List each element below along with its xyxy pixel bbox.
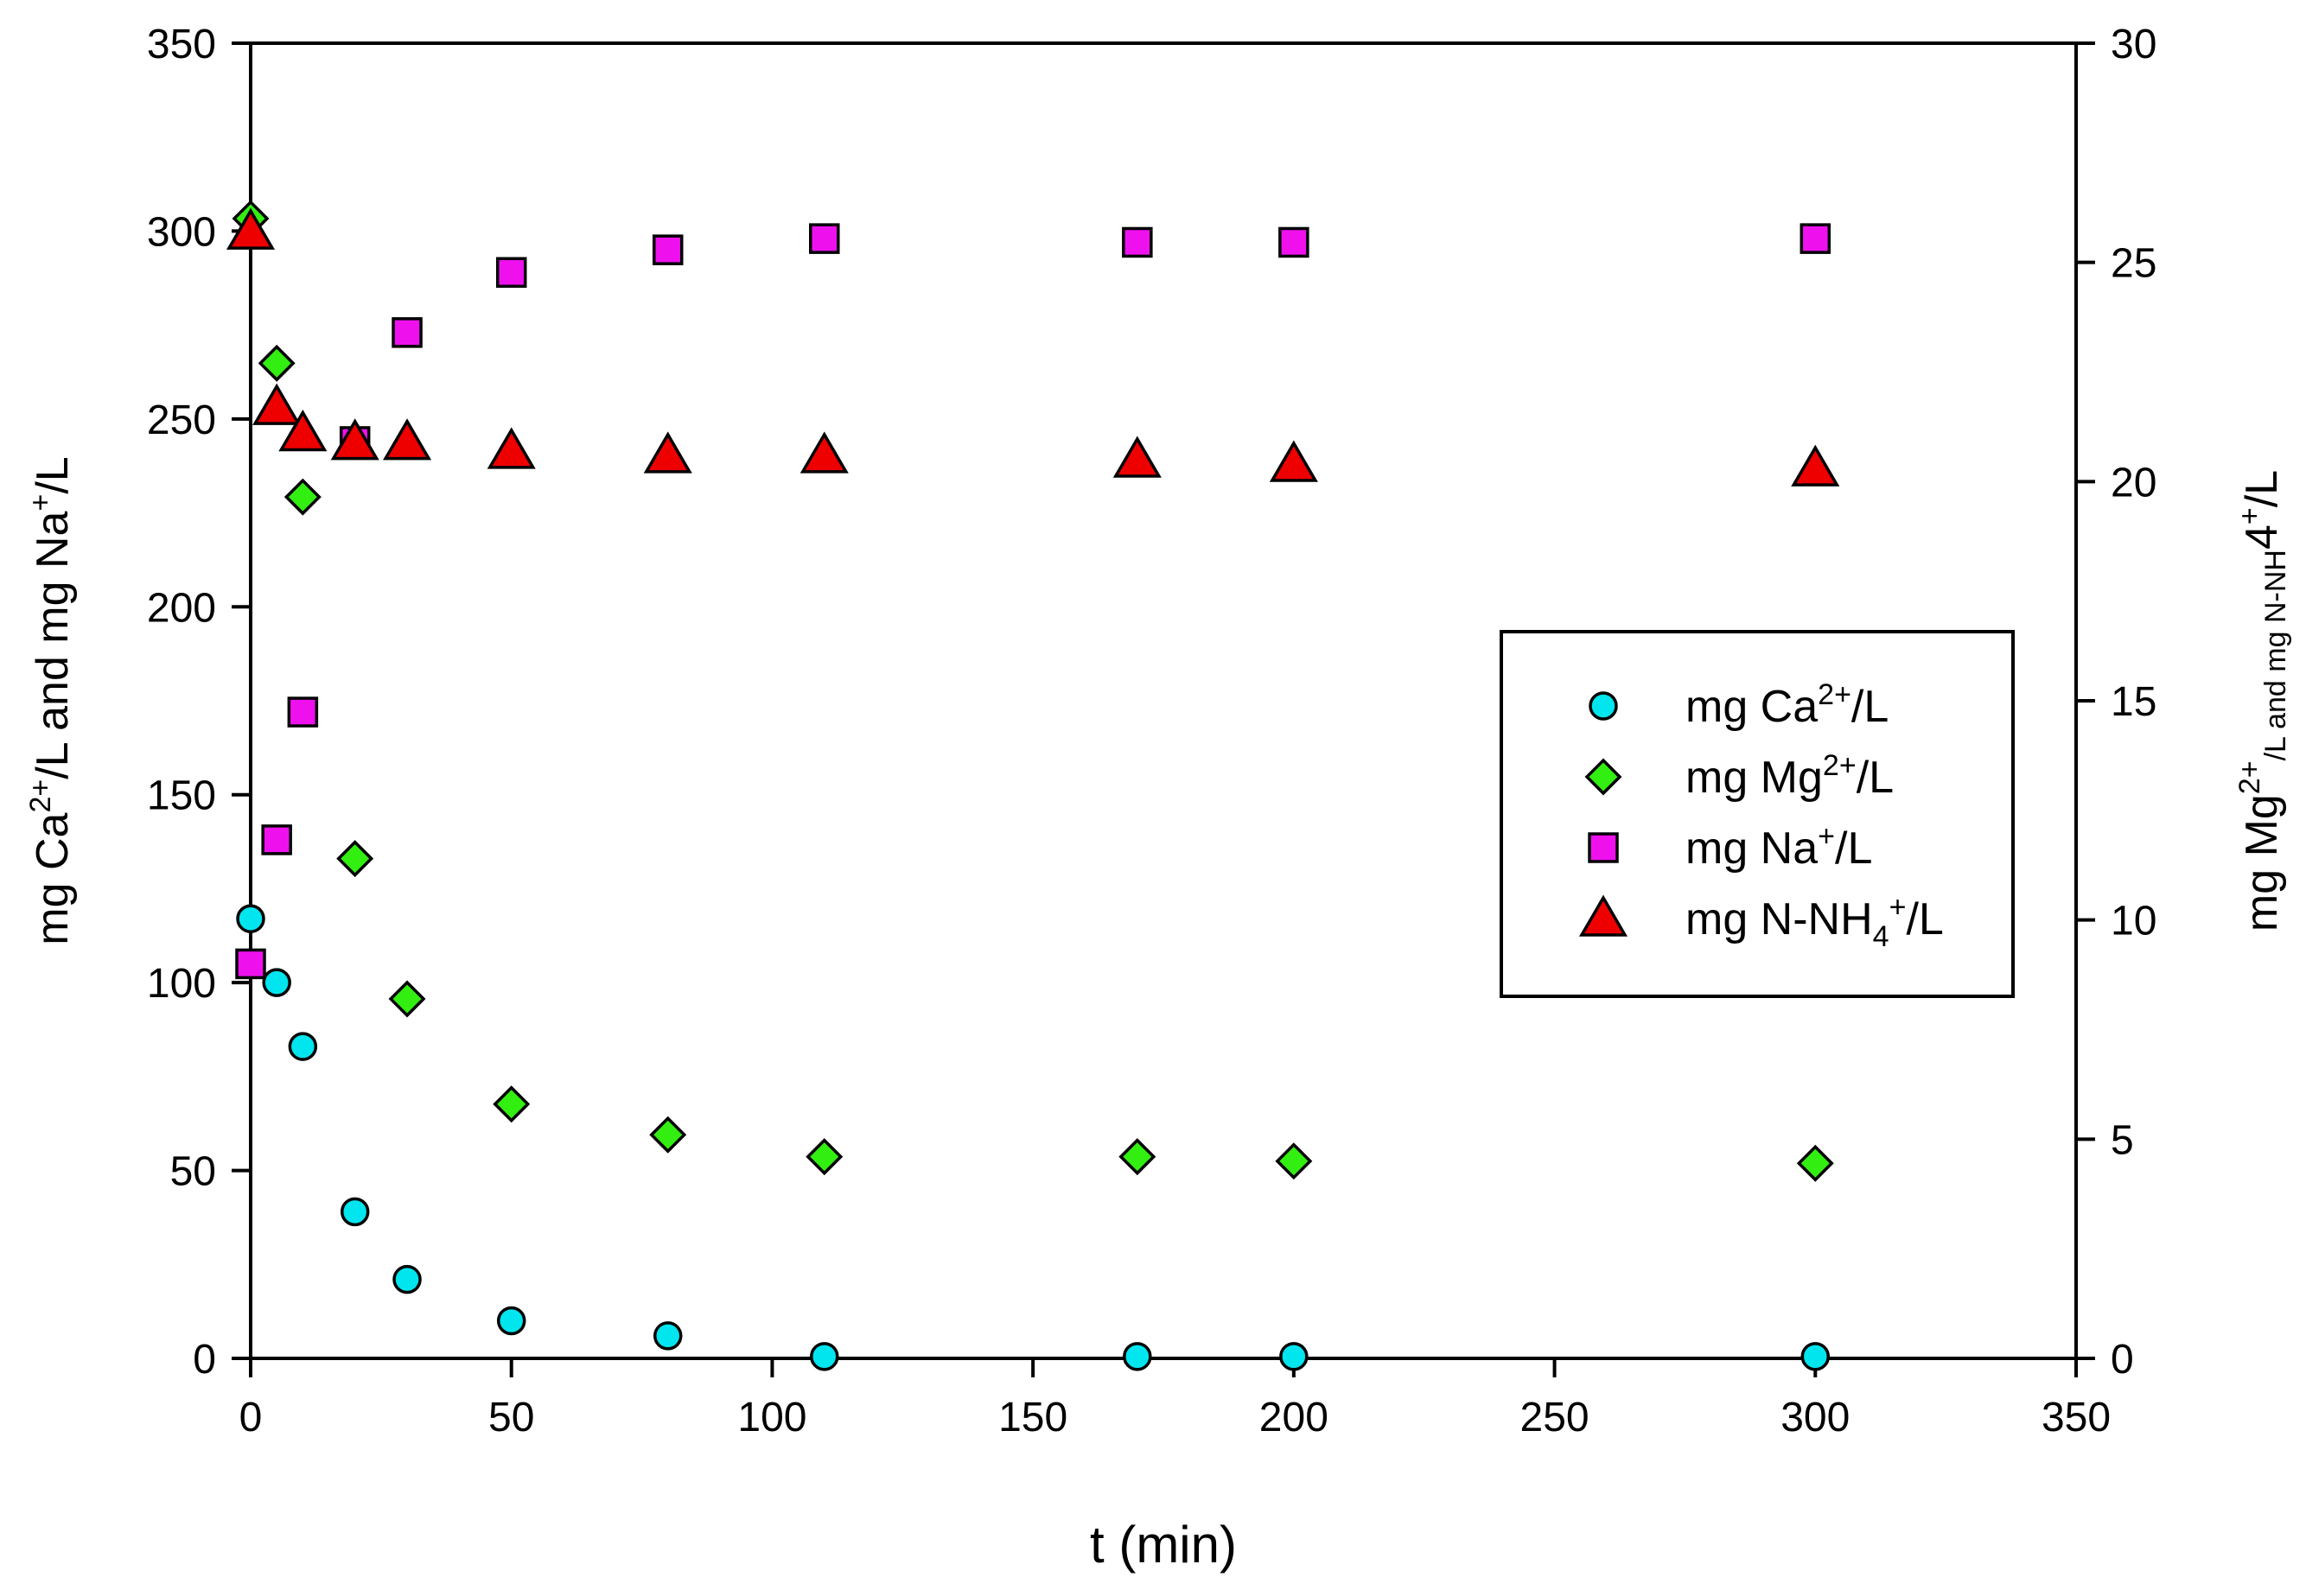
x-tick-label: 50 — [488, 1395, 534, 1440]
na-point — [652, 234, 684, 265]
nh4-point — [799, 431, 849, 474]
right-y-axis-ticks: 0 5 10 15 20 25 30 — [2076, 22, 2156, 1383]
x-tick-label: 100 — [737, 1395, 806, 1440]
nh4-point — [1791, 444, 1840, 486]
legend-label-nh4: mg N-NH4+/L — [1685, 891, 1944, 953]
mg-point — [336, 840, 374, 878]
na-point — [235, 948, 266, 980]
nh4-point — [487, 427, 536, 469]
na-point — [809, 223, 840, 254]
legend-label-ca: mg Ca2+/L — [1685, 678, 1889, 732]
x-tick-label: 150 — [998, 1395, 1067, 1440]
x-tick-label: 350 — [2042, 1395, 2111, 1440]
legend-label-mg: mg Mg2+/L — [1685, 749, 1894, 803]
mg-point — [493, 1085, 531, 1123]
ca-point — [653, 1321, 683, 1351]
na-point — [392, 317, 423, 348]
mg-point — [388, 980, 426, 1018]
right-y-axis-title: mg Mg2+/L and mg N-NH4+/L — [2233, 470, 2292, 932]
legend-marker-nh4 — [1578, 894, 1628, 937]
legend-marker-na — [1588, 832, 1619, 863]
nh4-point — [1112, 436, 1162, 478]
mg-point — [283, 478, 322, 516]
ca-point — [1800, 1342, 1831, 1371]
left-y-tick-label: 250 — [147, 397, 216, 443]
na-point — [261, 824, 292, 855]
legend: mg Ca2+/L mg Mg2+/L mg Na+/L mg N-NH4+/L — [1500, 630, 2015, 998]
ca-point — [340, 1197, 370, 1227]
left-y-tick-label: 150 — [147, 773, 216, 819]
na-point — [495, 257, 527, 289]
left-y-tick-label: 50 — [170, 1149, 216, 1195]
na-point — [1800, 223, 1831, 254]
legend-marker-ca — [1589, 691, 1618, 721]
mg-point — [1118, 1138, 1156, 1176]
nh4-point — [278, 410, 328, 452]
nh4-point — [1269, 440, 1318, 482]
nh4-point — [252, 383, 302, 425]
x-axis-title: t (min) — [1090, 1516, 1237, 1574]
mg-point — [1275, 1142, 1313, 1180]
left-y-tick-label: 300 — [147, 209, 216, 255]
right-y-tick-label: 25 — [2111, 241, 2156, 287]
ca-point — [1279, 1342, 1309, 1371]
mg-point — [806, 1138, 844, 1176]
nh4-point — [382, 418, 432, 461]
x-tick-label: 300 — [1780, 1395, 1850, 1440]
x-tick-label: 200 — [1259, 1395, 1328, 1440]
x-axis-ticks: 0 50 100 150 200 250 300 350 — [239, 1358, 2111, 1440]
ca-point — [262, 968, 291, 997]
ca-point — [392, 1264, 422, 1294]
legend-markers — [1578, 691, 1628, 937]
left-y-axis-ticks: 0 50 100 150 200 250 300 350 — [147, 22, 251, 1383]
ca-point — [496, 1306, 526, 1336]
ca-point — [810, 1342, 839, 1371]
right-y-tick-label: 5 — [2111, 1117, 2134, 1163]
nh4-point — [643, 431, 692, 474]
data-points — [226, 200, 1840, 1371]
x-tick-label: 0 — [239, 1395, 263, 1440]
ca-point — [236, 904, 265, 933]
x-tick-label: 250 — [1520, 1395, 1589, 1440]
legend-marker-mg — [1584, 758, 1622, 796]
right-y-tick-label: 20 — [2111, 460, 2156, 506]
left-y-tick-label: 350 — [147, 22, 216, 67]
right-y-tick-label: 10 — [2111, 899, 2156, 944]
na-point — [1278, 226, 1309, 258]
mg-point — [649, 1116, 687, 1154]
right-y-tick-label: 0 — [2111, 1337, 2134, 1383]
mg-point — [1796, 1144, 1834, 1182]
ca-point — [288, 1032, 318, 1061]
left-y-tick-label: 200 — [147, 585, 216, 631]
nh4-point — [226, 207, 276, 250]
na-point — [1122, 226, 1153, 258]
na-point — [287, 696, 319, 728]
left-y-axis-title: mg Ca2+/L and mg Na+/L — [24, 456, 78, 944]
legend-label-na: mg Na+/L — [1685, 820, 1872, 874]
left-y-tick-label: 0 — [193, 1337, 216, 1383]
ca-point — [1123, 1342, 1152, 1371]
right-y-tick-label: 30 — [2111, 22, 2156, 67]
left-y-tick-label: 100 — [147, 961, 216, 1007]
mg-point — [258, 344, 296, 382]
nh4-point — [330, 418, 379, 461]
right-y-tick-label: 15 — [2111, 679, 2156, 725]
